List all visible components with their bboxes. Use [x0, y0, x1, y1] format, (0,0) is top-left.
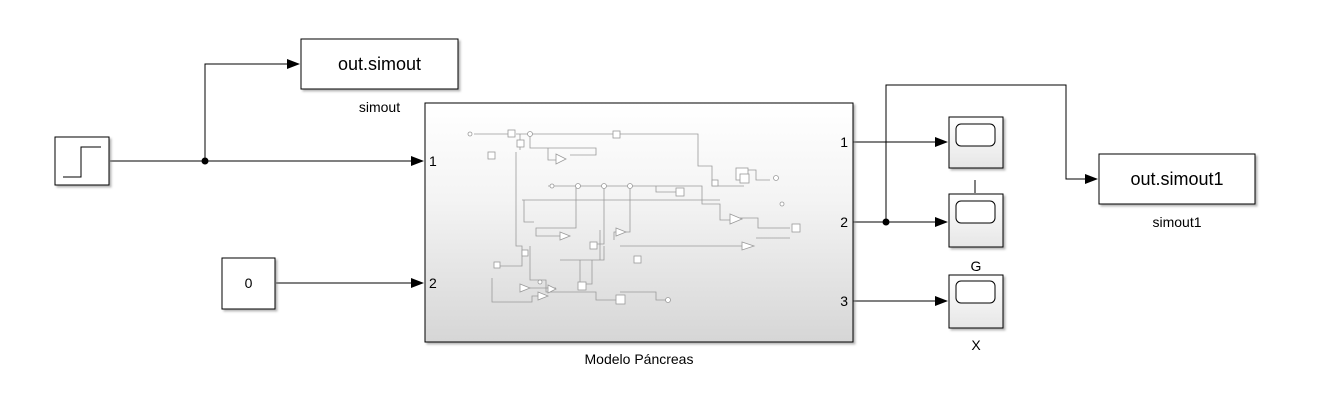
- subsystem-inport-2: 2: [429, 275, 437, 291]
- constant-block[interactable]: 0: [221, 257, 276, 310]
- signal-step-to-subsystem[interactable]: [110, 156, 424, 166]
- subsystem-label: Modelo Páncreas: [585, 351, 694, 367]
- signal-out3-to-scope-x[interactable]: [853, 296, 948, 306]
- branch-point-2: [882, 218, 890, 226]
- to-workspace-simout1-block[interactable]: out.simout1: [1098, 153, 1256, 205]
- branch-point-1: [201, 157, 209, 165]
- signal-out1-to-scope[interactable]: [853, 137, 948, 147]
- scope-screen-icon: [955, 280, 996, 304]
- simout-block-text: out.simout: [338, 54, 421, 74]
- simout1-block-label: simout1: [1152, 214, 1201, 230]
- constant-value: 0: [245, 275, 253, 291]
- subsystem-outport-1: 1: [840, 134, 848, 150]
- simout1-block-text: out.simout1: [1130, 169, 1223, 189]
- scope-block-g[interactable]: [948, 193, 1004, 248]
- simout-block-label: simout: [359, 99, 400, 115]
- scope-screen-icon: [955, 200, 996, 224]
- signal-branch-to-simout[interactable]: [204, 59, 300, 161]
- step-icon: [63, 146, 101, 178]
- subsystem-block-modelo-pancreas[interactable]: 1 2 1 2 3: [424, 102, 854, 343]
- to-workspace-simout-block[interactable]: out.simout: [300, 38, 459, 90]
- step-block[interactable]: [54, 136, 110, 186]
- subsystem-outport-3: 3: [840, 293, 848, 309]
- subsystem-outport-2: 2: [840, 214, 848, 230]
- signal-constant-to-subsystem[interactable]: [276, 278, 424, 288]
- subsystem-contents-preview: [467, 129, 801, 305]
- scope-block-x[interactable]: [948, 274, 1004, 329]
- signal-out2-to-scope-g[interactable]: [853, 217, 948, 227]
- scope-screen-icon: [955, 123, 996, 147]
- scope-x-label: X: [971, 337, 981, 353]
- scope-g-label: G: [971, 258, 982, 274]
- signal-branch-to-simout1[interactable]: [885, 84, 1098, 222]
- subsystem-inport-1: 1: [429, 153, 437, 169]
- scope-block-1[interactable]: [948, 116, 1004, 169]
